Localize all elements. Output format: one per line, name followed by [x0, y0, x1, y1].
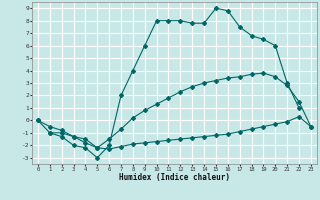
- X-axis label: Humidex (Indice chaleur): Humidex (Indice chaleur): [119, 173, 230, 182]
